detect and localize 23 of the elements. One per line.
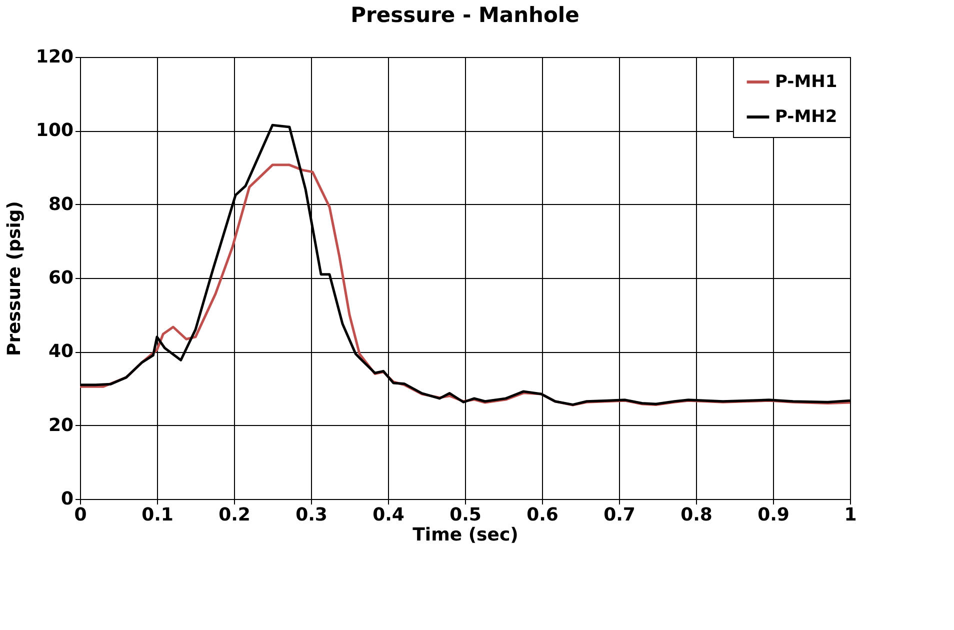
y-axis-title: Pressure (psig) — [4, 201, 25, 356]
x-tick-label: 0.8 — [680, 504, 712, 526]
x-tick-label: 0.5 — [450, 504, 482, 526]
y-tick-label: 0 — [60, 488, 74, 510]
y-tick-label: 20 — [48, 414, 74, 436]
x-tick-label: 0.2 — [218, 504, 250, 526]
x-tick-label: 0 — [74, 504, 87, 526]
y-tick-label: 100 — [36, 120, 74, 142]
y-tick-label: 120 — [36, 46, 74, 68]
y-tick-label: 80 — [48, 194, 74, 215]
x-axis-title: Time (sec) — [412, 524, 518, 546]
x-tick-label: 0.1 — [142, 504, 174, 526]
x-tick-label: 0.3 — [296, 504, 328, 526]
y-tick-label: 40 — [48, 341, 74, 362]
y-tick-label: 60 — [48, 268, 74, 288]
legend-label: P-MH1 — [775, 72, 838, 92]
x-tick-label: 0.9 — [758, 504, 790, 526]
x-tick-label: 0.4 — [372, 504, 404, 526]
x-tick-label: 0.6 — [526, 504, 558, 526]
legend-label: P-MH2 — [775, 107, 838, 127]
x-tick-label: 1 — [844, 504, 857, 526]
chart-title: Pressure - Manhole — [350, 3, 580, 27]
x-tick-label: 0.7 — [604, 504, 636, 526]
